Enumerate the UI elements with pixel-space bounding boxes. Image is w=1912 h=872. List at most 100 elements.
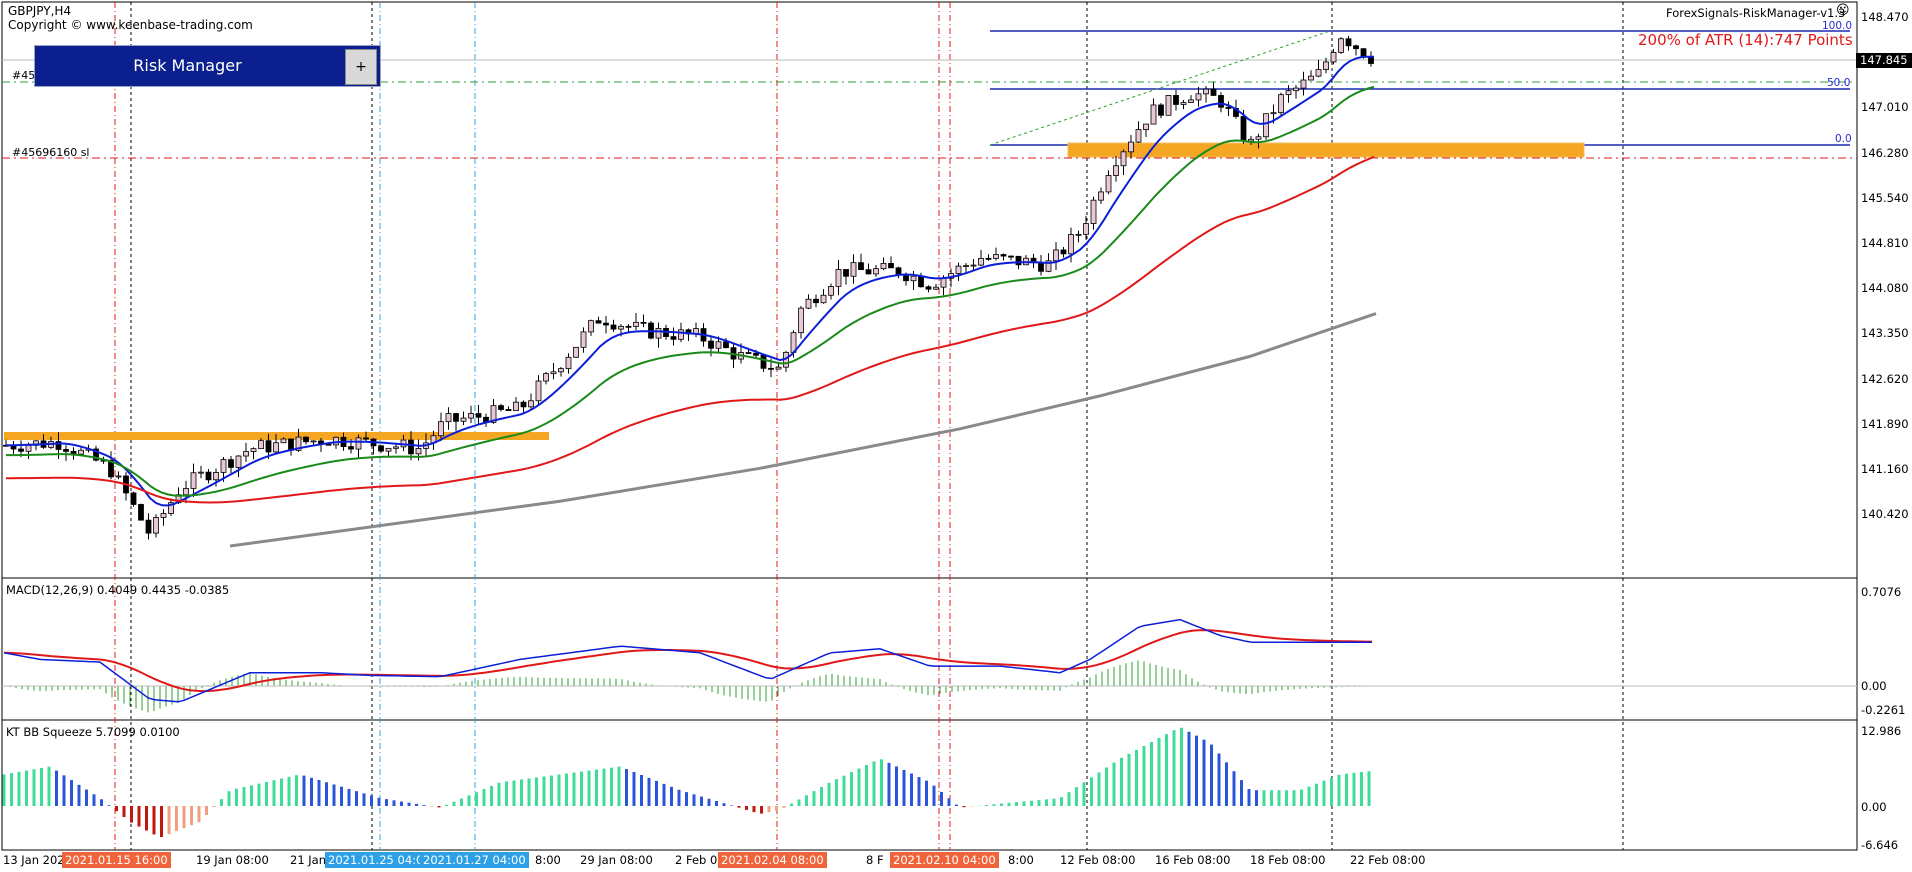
candle-body xyxy=(1173,95,1179,105)
candle-body xyxy=(1188,99,1194,103)
candle-body xyxy=(265,440,272,453)
candle-body xyxy=(1068,234,1074,255)
candle-body xyxy=(108,459,114,478)
vertical-line-time-tag[interactable]: 2021.01.25 04:00 xyxy=(325,852,434,868)
candle-body xyxy=(378,445,384,452)
candle-body xyxy=(678,329,684,340)
candle-body xyxy=(925,286,932,290)
candle-body xyxy=(933,286,939,290)
candle-body xyxy=(490,405,497,423)
candle-body xyxy=(775,366,782,370)
candle-body xyxy=(168,502,174,514)
subwindow-axis-label: 0.00 xyxy=(1861,800,1887,814)
price-axis-label: 141.890 xyxy=(1861,416,1909,431)
candle-body xyxy=(1180,102,1187,105)
vertical-line-time-tag[interactable]: 2021.02.10 04:00 xyxy=(890,852,999,868)
order-sl-label: #45696160 sl xyxy=(12,146,90,159)
candle-body xyxy=(543,373,549,382)
candle-body xyxy=(565,356,572,370)
vertical-line-time-tag[interactable]: 2021.01.15 16:00 xyxy=(62,852,171,868)
candle-body xyxy=(445,413,452,423)
chart-frame xyxy=(1,1,1858,851)
candle-body xyxy=(993,254,999,259)
candle-body xyxy=(1053,249,1059,262)
candle-body xyxy=(1098,191,1104,201)
time-axis-label: 29 Jan 08:00 xyxy=(580,853,653,867)
candle-body xyxy=(1218,95,1224,108)
symbol-label: GBPJPY,H4 xyxy=(8,4,72,18)
candle-body xyxy=(295,436,302,451)
candle-body xyxy=(468,413,474,419)
candle-body xyxy=(303,436,309,443)
risk-manager-title[interactable]: Risk Manager xyxy=(133,56,242,75)
candle-body xyxy=(978,257,984,266)
candle-body xyxy=(655,327,662,339)
vertical-line-time-tag[interactable]: 2021.01.27 04:00 xyxy=(420,852,529,868)
subwindow-axis-label: 0.7076 xyxy=(1861,585,1902,599)
candle-body xyxy=(235,455,242,468)
candle-body xyxy=(505,409,512,412)
candle-body xyxy=(918,275,924,288)
candle-body xyxy=(250,448,257,452)
squeeze-label: KT BB Squeeze 5.7099 0.0100 xyxy=(6,725,180,739)
candle-body xyxy=(798,307,804,334)
risk-manager-expand-button[interactable]: + xyxy=(345,49,377,85)
candle-body xyxy=(18,448,24,452)
risk-manager-panel[interactable]: Risk Manager + xyxy=(34,45,381,87)
subwindow-axis-label: 12.986 xyxy=(1861,724,1902,738)
current-price-tag: 147.845 xyxy=(1856,53,1912,68)
candle-body xyxy=(55,441,62,450)
candle-body xyxy=(1038,262,1044,272)
subwindow-axis-label: -6.646 xyxy=(1861,838,1899,852)
candle-body xyxy=(805,298,812,309)
time-axis-label: 22 Feb 08:00 xyxy=(1350,853,1426,867)
candle-body xyxy=(348,446,354,450)
candle-body xyxy=(888,263,894,269)
candle-body xyxy=(580,331,587,348)
candle-body xyxy=(273,442,279,453)
macd-main-line xyxy=(3,618,1372,703)
candle-body xyxy=(768,367,774,370)
candle-body xyxy=(1270,112,1277,115)
candle-body xyxy=(183,488,189,496)
time-axis-label: 12 Feb 08:00 xyxy=(1060,853,1136,867)
candle-body xyxy=(1255,136,1262,140)
candle-body xyxy=(1000,254,1007,257)
candle-body xyxy=(415,448,422,455)
candle-body xyxy=(603,322,609,326)
candle-body xyxy=(850,262,857,277)
candle-body xyxy=(708,340,714,349)
candle-body xyxy=(1278,94,1284,114)
candle-body xyxy=(78,449,84,455)
candle-body xyxy=(243,451,249,457)
order-entry-label: #45 xyxy=(12,69,36,82)
candle-body xyxy=(1195,93,1202,101)
candle-body xyxy=(558,368,564,373)
candle-body xyxy=(453,413,459,422)
candle-body xyxy=(1015,255,1022,266)
ema-mid-line xyxy=(6,85,1375,497)
candle-body xyxy=(1315,69,1322,77)
candle-body xyxy=(475,413,482,418)
fib-100-label: 100.0 xyxy=(1822,20,1853,32)
candle-body xyxy=(1345,38,1352,47)
candle-body xyxy=(498,405,504,410)
price-axis-label: 141.160 xyxy=(1861,462,1909,476)
smiley-icon[interactable]: ☺ xyxy=(1836,3,1850,18)
fib-0-label: 0.0 xyxy=(1835,133,1852,145)
price-axis-label: 144.080 xyxy=(1861,281,1909,296)
time-axis-label: 21 Jan xyxy=(290,853,327,867)
vertical-line-time-tag[interactable]: 2021.02.04 08:00 xyxy=(718,852,827,868)
candle-body xyxy=(1128,141,1134,153)
candle-body xyxy=(1263,113,1269,138)
macd-signal-line xyxy=(3,629,1372,693)
candle-body xyxy=(205,471,212,481)
candle-body xyxy=(528,400,534,408)
candle-body xyxy=(1293,87,1299,92)
candle-body xyxy=(843,269,849,277)
candle-body xyxy=(1308,75,1314,81)
subwindow-axis-label: -0.2261 xyxy=(1861,703,1906,717)
candle-body xyxy=(1120,151,1127,167)
price-axis-label: 147.010 xyxy=(1861,100,1909,115)
